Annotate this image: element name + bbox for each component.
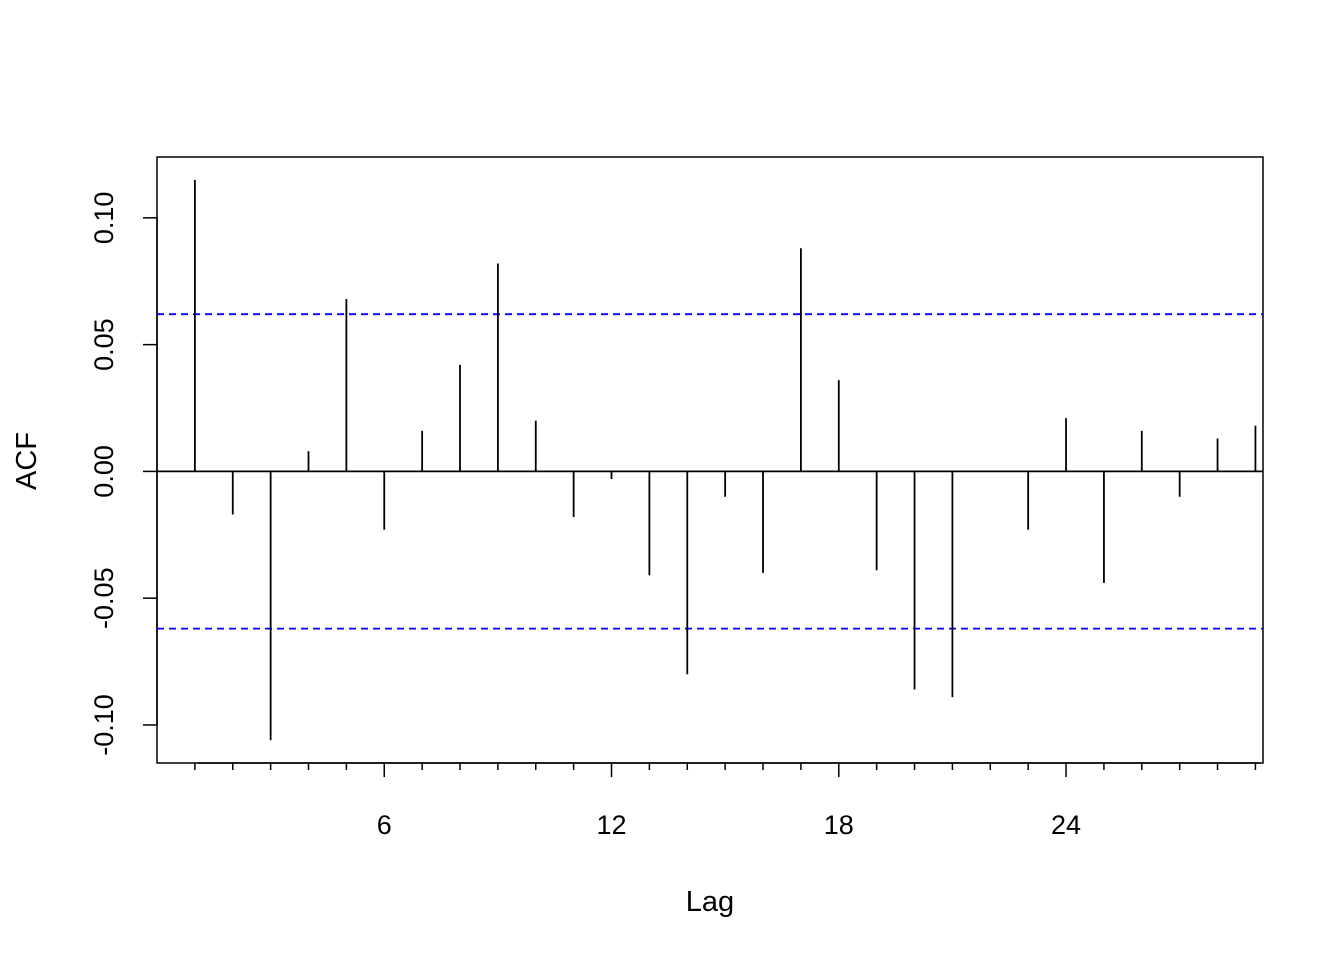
x-axis-label: Lag <box>686 886 734 918</box>
x-tick-label: 12 <box>596 810 626 840</box>
x-tick-label: 6 <box>377 810 392 840</box>
acf-bars <box>193 179 1257 741</box>
y-tick-label: -0.10 <box>89 694 119 756</box>
y-axis: -0.10 -0.05 0.00 0.05 0.10 <box>89 192 158 756</box>
y-tick-label: 0.10 <box>89 192 119 245</box>
y-tick-label: 0.00 <box>89 445 119 498</box>
y-axis-label: ACF <box>11 432 43 490</box>
x-tick-label: 18 <box>824 810 854 840</box>
y-tick-label: -0.05 <box>89 567 119 629</box>
x-tick-label: 24 <box>1051 810 1081 840</box>
x-axis: 6 12 18 24 <box>194 762 1260 840</box>
y-tick-label: 0.05 <box>89 318 119 371</box>
plot-box <box>156 156 1264 764</box>
confidence-bounds <box>157 313 1263 630</box>
